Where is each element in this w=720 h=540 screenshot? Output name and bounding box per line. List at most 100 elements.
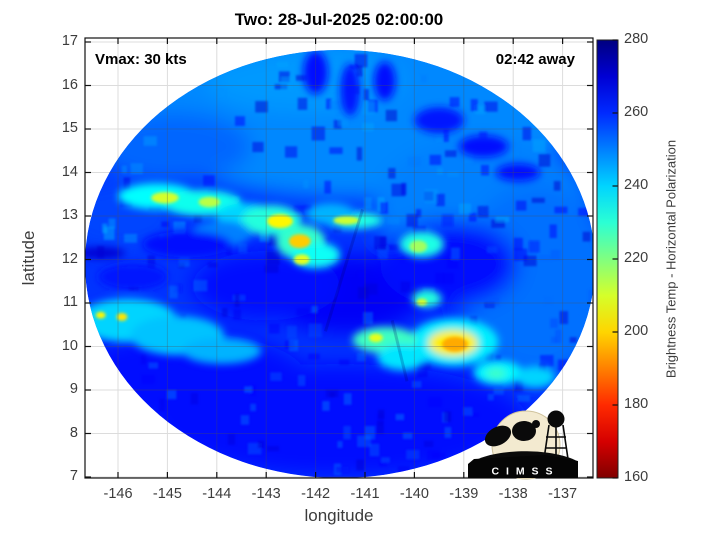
colorbar-tick-label: 260 [624,104,649,120]
y-tick-label: 11 [62,294,78,310]
speckle [378,409,385,420]
colorbar-tick-marks [612,39,618,479]
speckle [385,109,398,122]
speckle [303,205,312,211]
satellite-dish-feed-icon [532,420,540,428]
satellite-dish-icon [512,421,536,441]
speckle [364,197,372,209]
feature-blob [85,247,126,259]
speckle [402,432,413,439]
water-tower-legs-icon [543,424,569,460]
speckle [481,164,489,176]
feature-blob [368,333,383,343]
speckle [161,221,169,228]
x-tick-label: -139 [449,486,479,502]
speckle [378,460,388,467]
cimss-logo: C I M S S [468,410,578,480]
speckle [550,318,559,328]
x-tick-label: -138 [498,486,528,502]
feature-blob [182,337,262,364]
speckle [420,75,427,83]
speckle [446,258,459,269]
speckle [311,126,325,141]
speckle [356,459,364,471]
vmax-annotation: Vmax: 30 kts [95,51,187,68]
speckle [580,307,588,315]
feature-blob [414,107,464,134]
speckle [194,213,203,223]
speckle [463,407,473,416]
speckle [357,287,369,299]
speckle [491,219,506,228]
speckle [484,101,498,112]
speckle [297,375,306,387]
speckle [406,449,420,460]
speckle [338,114,349,126]
speckle [411,380,422,388]
speckle [252,141,264,153]
x-tick-label: -145 [152,486,182,502]
speckle [423,440,434,447]
speckle [395,413,405,421]
feature-blob [458,135,509,158]
speckle [148,362,159,369]
speckle [400,281,411,293]
speckle [190,392,199,405]
speckle [444,427,452,438]
speckle [147,255,156,269]
feature-blob [373,61,396,101]
feature-blob [377,344,427,371]
feature-blob [458,185,593,377]
speckle [121,165,128,174]
water-tower-tank-icon [547,410,565,428]
speckle [401,182,407,196]
feature-blob [267,214,293,229]
plot-border [84,37,594,479]
speckle [363,89,369,101]
speckle [323,237,331,247]
feature-blob [198,196,221,208]
speckle [540,355,554,367]
feature-blob [495,163,541,182]
speckle [295,75,308,81]
speckle [159,398,165,412]
colorbar-label: Brightness Temp - Horizontal Polarizatio… [663,139,679,379]
speckle [449,97,460,107]
speckle [356,65,363,77]
speckle [297,97,308,110]
speckle [330,100,345,110]
speckle [468,212,477,222]
speckle [266,251,280,265]
y-tick-label: 12 [61,250,78,267]
speckle [388,168,396,179]
speckle [554,206,568,214]
speckle [479,131,488,140]
speckle [244,386,253,393]
speckle [339,359,350,366]
speckle [337,441,343,448]
speckle [259,231,270,242]
speckle [257,440,265,449]
speckle [343,393,352,405]
speckle [379,236,387,250]
speckle [397,466,410,473]
speckle [415,209,422,218]
speckle [329,147,343,154]
speckle [528,240,540,253]
speckle [268,323,280,334]
speckle [451,247,460,260]
scan-seam [324,209,364,332]
feature-blob [116,313,128,321]
speckle [267,445,280,452]
speckle [428,397,442,408]
speckle [140,353,147,365]
speckle [308,353,320,360]
speckle [322,401,330,411]
feature-blob [411,289,442,308]
speckle [435,134,443,142]
y-tick-label: 16 [61,76,78,93]
chart-title: Two: 28-Jul-2025 02:00:00 [234,10,444,29]
speckle [335,466,349,473]
colorbar-tick-label: 160 [624,469,649,485]
